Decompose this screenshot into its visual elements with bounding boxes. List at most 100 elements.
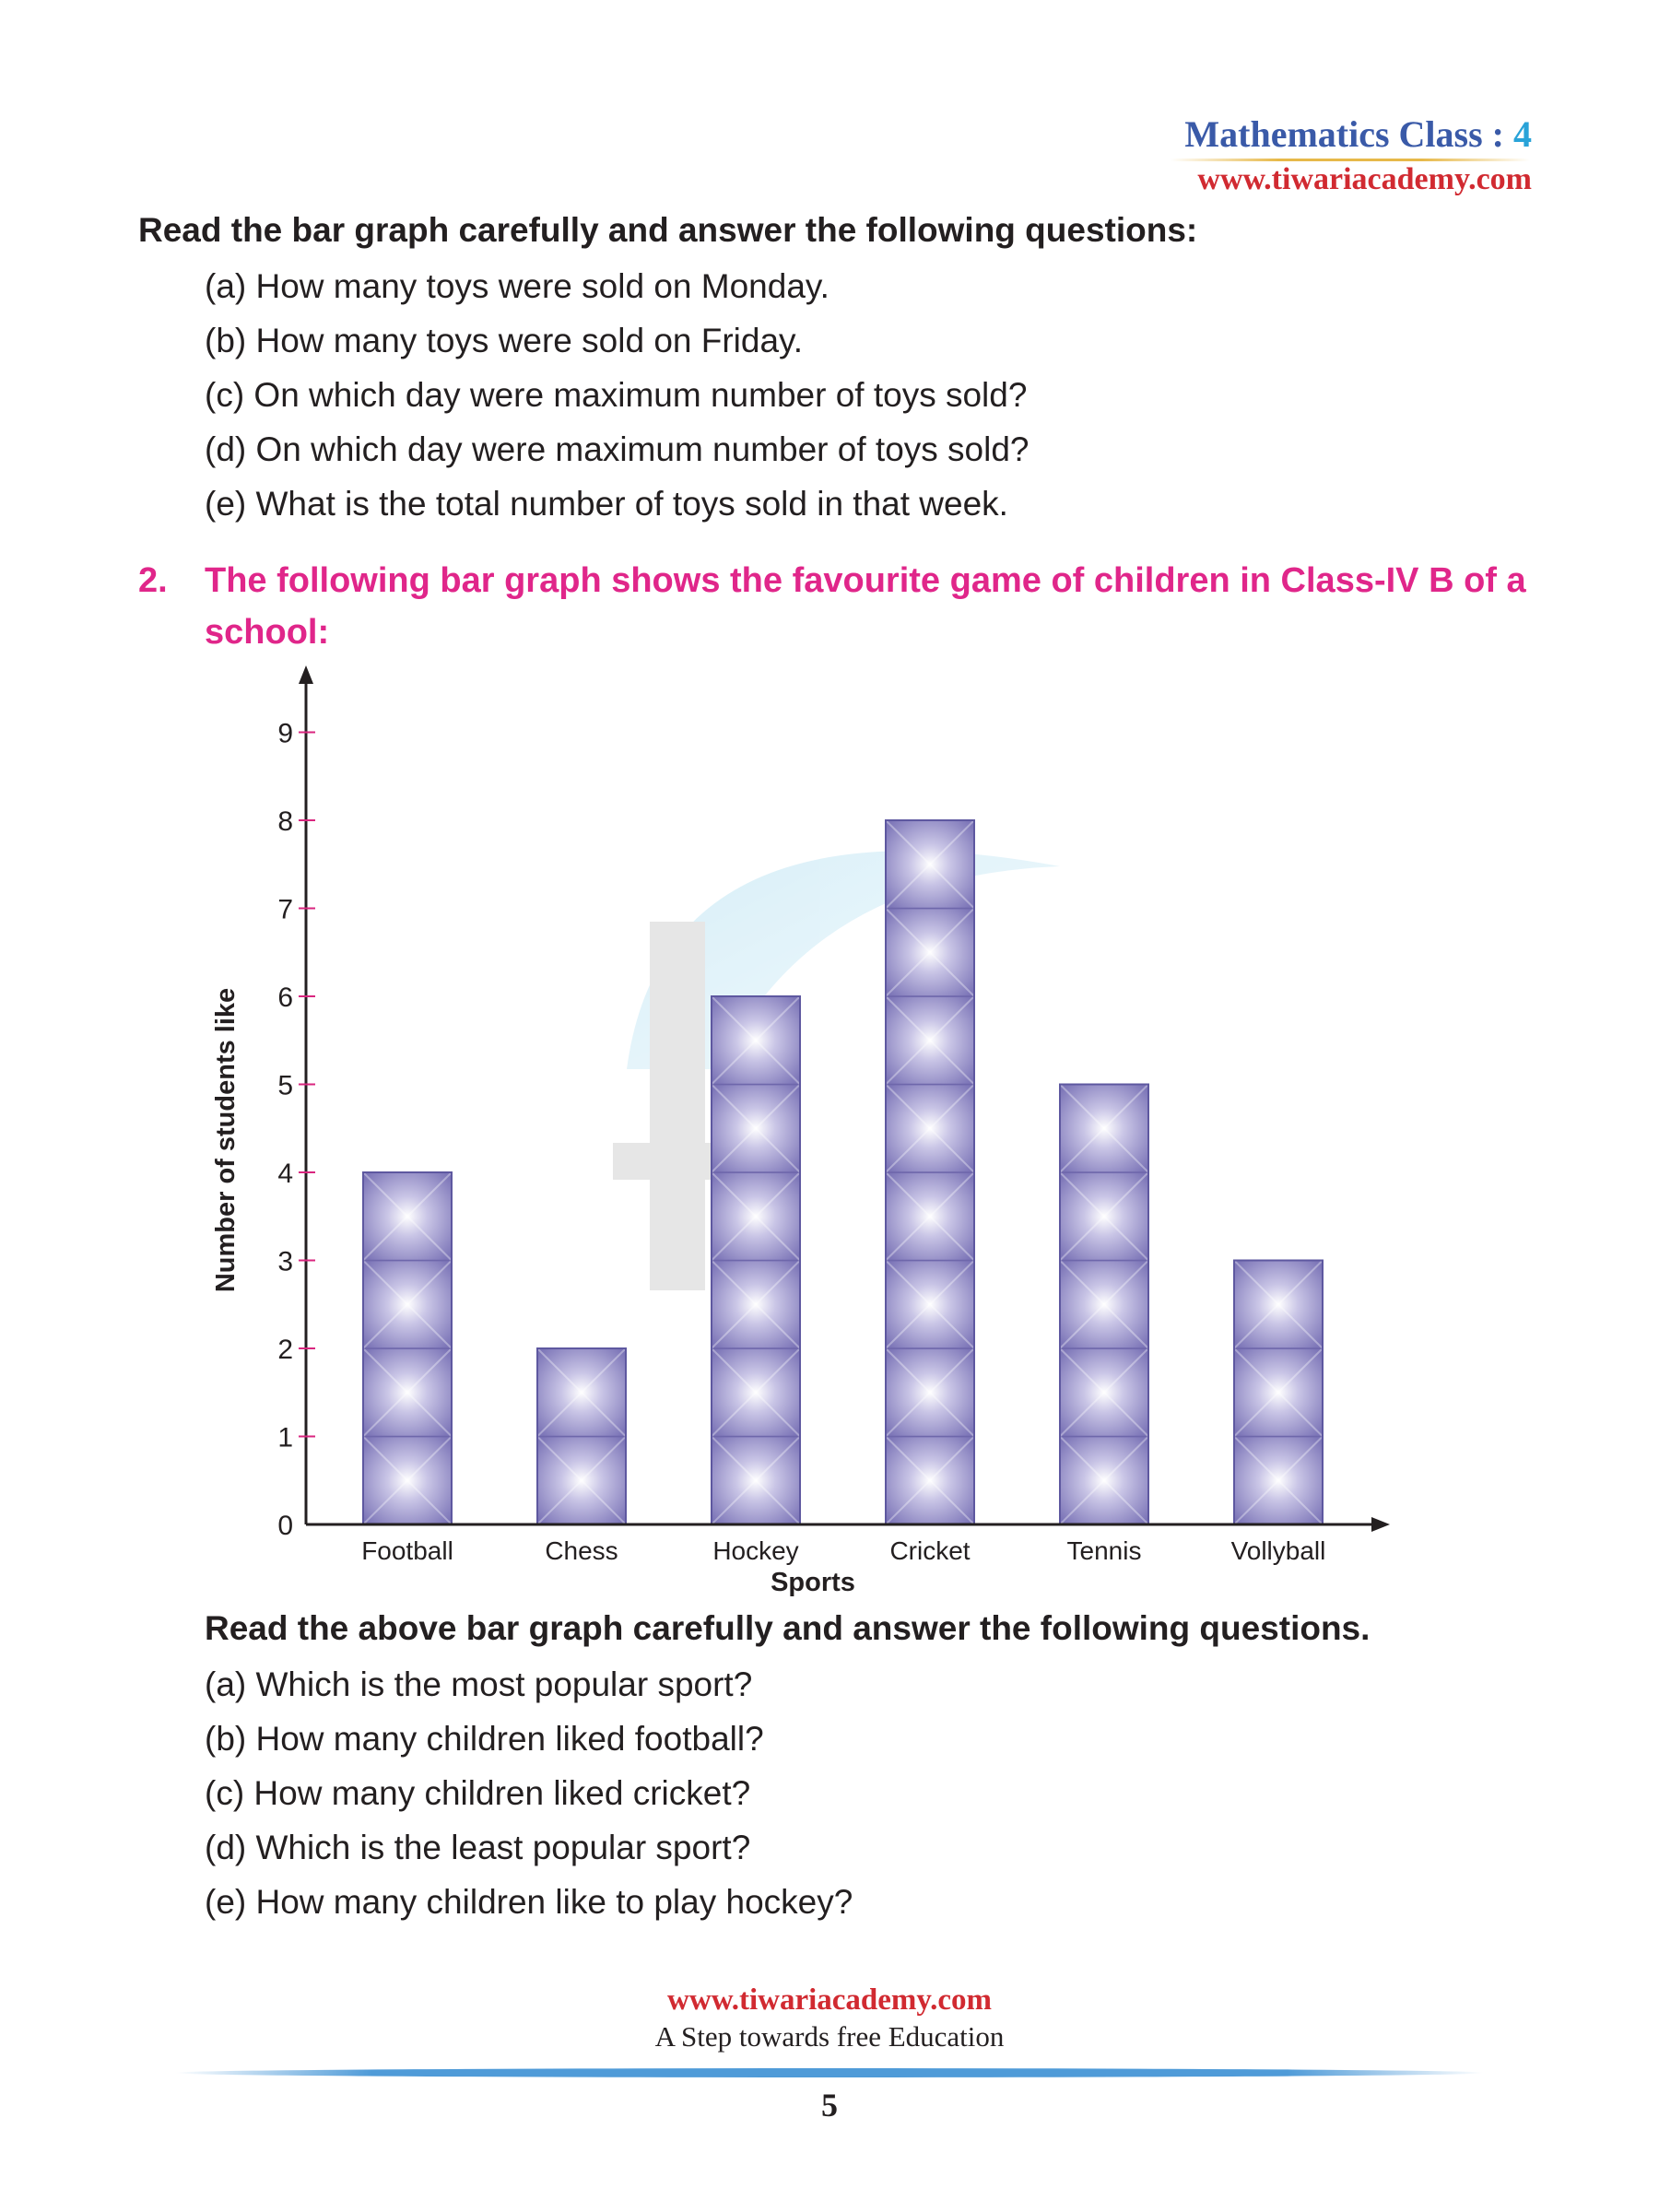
bar-tile-highlight [885, 1171, 975, 1262]
bar-tile-highlight [885, 907, 975, 997]
y-tick-label: 6 [277, 982, 293, 1013]
x-axis-title: Sports [771, 1568, 855, 1597]
bar-tile [362, 1171, 453, 1262]
footer-tagline: A Step towards free Education [654, 2020, 1005, 2053]
bar-tile-highlight [362, 1347, 453, 1438]
bar-tile-highlight [1059, 1435, 1149, 1525]
subject-title-text: Mathematics Class : [1184, 113, 1513, 155]
bar-tile-highlight [711, 1347, 801, 1438]
bar-tile-highlight [1059, 1259, 1149, 1349]
bar [362, 1171, 453, 1525]
bar-tile-highlight [711, 1435, 801, 1525]
question2-item: (a) Which is the most popular sport? [205, 1665, 753, 1703]
y-tick-label: 1 [277, 1423, 293, 1453]
header-url[interactable]: www.tiwariacademy.com [1197, 162, 1532, 196]
y-tick-label: 4 [277, 1159, 293, 1189]
question2-item: (e) How many children like to play hocke… [205, 1883, 853, 1921]
bar-tile [711, 1259, 801, 1349]
bar-tile-highlight [1233, 1347, 1324, 1438]
bar-tile-highlight [1059, 1347, 1149, 1438]
bar-tile [711, 1435, 801, 1525]
bar-tile-highlight [1233, 1435, 1324, 1525]
bar-tile-highlight [885, 1435, 975, 1525]
bar-tile-highlight [362, 1347, 453, 1438]
bar-tile-highlight [536, 1435, 627, 1525]
bar-tile [1059, 1347, 1149, 1438]
y-axis-title: Number of students like [211, 988, 241, 1292]
y-axis-arrow [299, 665, 313, 684]
bar-tile-highlight [711, 1171, 801, 1262]
bar-tile-highlight [711, 1435, 801, 1525]
bar-tile-highlight [885, 1259, 975, 1349]
bar-tile-highlight [1059, 1083, 1149, 1173]
question1-heading: Read the bar graph carefully and answer … [138, 211, 1198, 249]
question2-item: (b) How many children liked football? [205, 1720, 764, 1758]
bar-tile [1233, 1347, 1324, 1438]
bar-tile-highlight [536, 1347, 627, 1438]
question1-item: (d) On which day were maximum number of … [205, 430, 1030, 468]
bar-tile-highlight [711, 1083, 801, 1173]
question1-item: (a) How many toys were sold on Monday. [205, 267, 830, 305]
bar-tile-highlight [1233, 1347, 1324, 1438]
bar-tile-highlight [711, 1171, 801, 1262]
x-axis-arrow [1371, 1517, 1390, 1532]
x-axis: Football Chess Hockey Cricket Tennis Vollybal… [306, 1517, 1390, 1565]
bars [362, 819, 1324, 1525]
bar-tile-highlight [885, 819, 975, 910]
footer-rule [175, 2068, 1484, 2077]
bar-tile-highlight [885, 1435, 975, 1525]
bar-tile-highlight [1059, 1435, 1149, 1525]
question1-item: (c) On which day were maximum number of … [205, 376, 1028, 414]
y-tick-label: 9 [277, 719, 293, 749]
bar-tile-highlight [711, 995, 801, 1086]
bar-tile-highlight [1059, 1083, 1149, 1173]
bar-tile-highlight [885, 995, 975, 1086]
question2-item: (c) How many children liked cricket? [205, 1774, 751, 1812]
bar-tile-highlight [1233, 1259, 1324, 1349]
y-tick-label: 8 [277, 806, 293, 837]
question2-item: (d) Which is the least popular sport? [205, 1829, 751, 1866]
y-tick-label: 7 [277, 895, 293, 925]
bar-tile-highlight [711, 1259, 801, 1349]
bar-tile-highlight [1233, 1435, 1324, 1525]
bar-tile [362, 1259, 453, 1349]
bar [711, 995, 801, 1525]
bar-tile-highlight [536, 1435, 627, 1525]
bar-tile-highlight [362, 1259, 453, 1349]
bar [1233, 1259, 1324, 1525]
question2-answers-heading: Read the above bar graph carefully and a… [205, 1609, 1371, 1647]
y-axis: 0 1 2 3 4 5 6 7 8 9 [277, 665, 315, 1541]
bar-tile-highlight [362, 1435, 453, 1525]
bar-tile-highlight [362, 1171, 453, 1262]
y-tick-label: 3 [277, 1247, 293, 1277]
bar-tile-highlight [885, 1083, 975, 1173]
bar-tile-highlight [885, 1171, 975, 1262]
y-tick-label: 0 [277, 1511, 293, 1541]
bar-tile-highlight [1059, 1259, 1149, 1349]
category-label: Hockey [712, 1536, 798, 1565]
bar-tile-highlight [885, 995, 975, 1086]
category-label: Chess [545, 1536, 618, 1565]
bar [885, 819, 975, 1525]
bar-tile [885, 1259, 975, 1349]
bar-tile-highlight [711, 995, 801, 1086]
watermark-logo [613, 851, 1060, 1290]
bar-tile [1233, 1435, 1324, 1525]
page-number: 5 [821, 2087, 838, 2124]
bar-tile-highlight [711, 1347, 801, 1438]
bar-tile-highlight [1059, 1347, 1149, 1438]
y-tick-label: 2 [277, 1335, 293, 1365]
y-tick-label: 5 [277, 1071, 293, 1101]
category-label: Cricket [889, 1536, 970, 1565]
bar-tile-highlight [362, 1171, 453, 1262]
bar-tile-highlight [885, 1083, 975, 1173]
bar-tile [711, 1171, 801, 1262]
bar-tile [885, 995, 975, 1086]
footer-url[interactable]: www.tiwariacademy.com [667, 1983, 992, 2017]
category-label: Tennis [1067, 1536, 1142, 1565]
bar-tile-highlight [1233, 1259, 1324, 1349]
bar-tile [885, 1347, 975, 1438]
bar-tile-highlight [711, 1083, 801, 1173]
bar [1059, 1083, 1149, 1525]
category-label: Vollyball [1231, 1536, 1326, 1565]
